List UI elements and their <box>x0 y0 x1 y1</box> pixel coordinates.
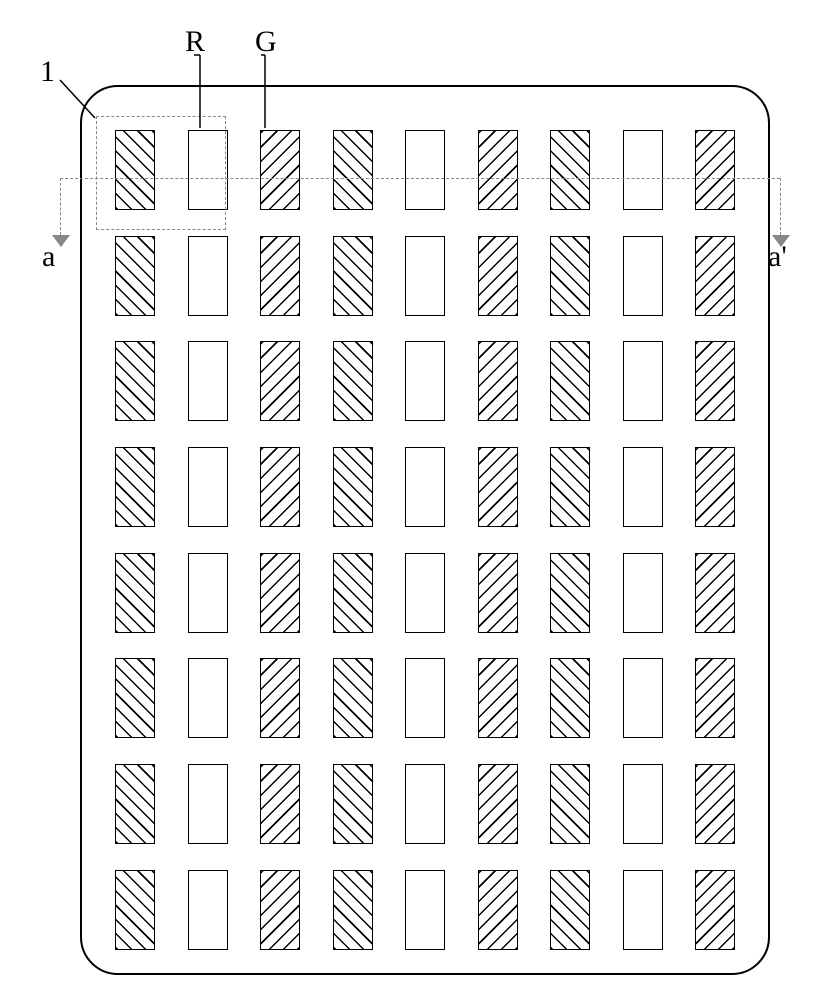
subpixel-backslash <box>478 658 518 738</box>
subpixel-blank <box>188 553 228 633</box>
subpixel-slash <box>333 447 373 527</box>
subpixel-slash <box>550 130 590 210</box>
subpixel-blank <box>623 658 663 738</box>
subpixel-slash <box>115 236 155 316</box>
subpixel-backslash <box>478 447 518 527</box>
subpixel-backslash <box>695 130 735 210</box>
subpixel-backslash <box>695 236 735 316</box>
subpixel-backslash <box>695 447 735 527</box>
subpixel-blank <box>188 447 228 527</box>
subpixel-blank <box>188 658 228 738</box>
subpixel-slash <box>333 658 373 738</box>
subpixel-backslash <box>260 870 300 950</box>
callout-label-G: G <box>255 25 277 59</box>
subpixel-backslash <box>695 764 735 844</box>
subpixel-blank <box>623 553 663 633</box>
subpixel-slash <box>550 658 590 738</box>
diagram-canvas: 1 R G a a' <box>0 0 823 1000</box>
subpixel-blank <box>623 341 663 421</box>
subpixel-backslash <box>260 658 300 738</box>
subpixel-backslash <box>695 553 735 633</box>
subpixel-slash <box>333 236 373 316</box>
subpixel-blank <box>405 341 445 421</box>
callout-label-R: R <box>185 25 205 59</box>
subpixel-blank <box>188 236 228 316</box>
subpixel-blank <box>405 236 445 316</box>
subpixel-blank <box>623 236 663 316</box>
subpixel-slash <box>115 447 155 527</box>
subpixel-blank <box>405 130 445 210</box>
subpixel-blank <box>188 764 228 844</box>
section-drop-right <box>780 178 781 235</box>
subpixel-slash <box>333 130 373 210</box>
subpixel-backslash <box>260 341 300 421</box>
subpixel-slash <box>550 870 590 950</box>
subpixel-slash <box>115 870 155 950</box>
subpixel-backslash <box>478 764 518 844</box>
callout-box-1 <box>96 116 226 230</box>
subpixel-slash <box>550 553 590 633</box>
subpixel-backslash <box>478 553 518 633</box>
subpixel-backslash <box>478 236 518 316</box>
section-drop-left <box>60 178 61 235</box>
subpixel-blank <box>405 658 445 738</box>
subpixel-backslash <box>260 553 300 633</box>
subpixel-slash <box>115 658 155 738</box>
subpixel-backslash <box>478 341 518 421</box>
subpixel-slash <box>115 764 155 844</box>
subpixel-backslash <box>478 870 518 950</box>
section-line <box>60 178 780 179</box>
subpixel-backslash <box>478 130 518 210</box>
subpixel-slash <box>550 236 590 316</box>
section-arrow-left <box>52 235 70 247</box>
subpixel-backslash <box>695 658 735 738</box>
subpixel-blank <box>188 341 228 421</box>
subpixel-backslash <box>695 341 735 421</box>
subpixel-blank <box>623 447 663 527</box>
subpixel-slash <box>333 553 373 633</box>
subpixel-slash <box>333 341 373 421</box>
subpixel-slash <box>550 764 590 844</box>
subpixel-blank <box>405 447 445 527</box>
subpixel-slash <box>550 341 590 421</box>
subpixel-slash <box>550 447 590 527</box>
subpixel-backslash <box>695 870 735 950</box>
subpixel-slash <box>115 553 155 633</box>
subpixel-blank <box>623 870 663 950</box>
pixel-grid <box>115 130 735 950</box>
subpixel-blank <box>188 870 228 950</box>
callout-label-1: 1 <box>40 55 55 89</box>
subpixel-blank <box>405 870 445 950</box>
subpixel-slash <box>333 870 373 950</box>
section-arrow-right <box>772 235 790 247</box>
subpixel-backslash <box>260 764 300 844</box>
subpixel-backslash <box>260 130 300 210</box>
subpixel-blank <box>623 764 663 844</box>
subpixel-backslash <box>260 447 300 527</box>
subpixel-backslash <box>260 236 300 316</box>
subpixel-blank <box>623 130 663 210</box>
subpixel-slash <box>115 341 155 421</box>
subpixel-blank <box>405 764 445 844</box>
subpixel-slash <box>333 764 373 844</box>
subpixel-blank <box>405 553 445 633</box>
